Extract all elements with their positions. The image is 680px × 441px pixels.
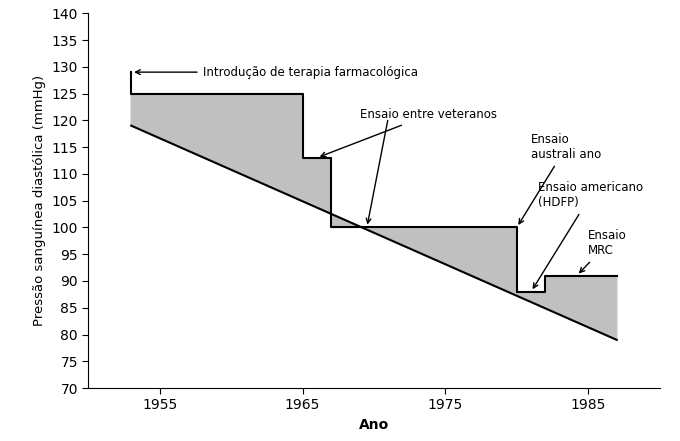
Text: Ensaio americano
(HDFP): Ensaio americano (HDFP) (533, 181, 643, 288)
Text: Ensaio entre veteranos: Ensaio entre veteranos (321, 108, 496, 157)
Text: Ensaio
australi ano: Ensaio australi ano (519, 133, 601, 224)
Y-axis label: Pressão sanguínea diastólica (mmHg): Pressão sanguínea diastólica (mmHg) (33, 75, 46, 326)
X-axis label: Ano: Ano (359, 418, 389, 432)
Text: Ensaio
MRC: Ensaio MRC (580, 229, 627, 273)
Polygon shape (131, 72, 617, 340)
Text: Introdução de terapia farmacológica: Introdução de terapia farmacológica (135, 66, 418, 78)
